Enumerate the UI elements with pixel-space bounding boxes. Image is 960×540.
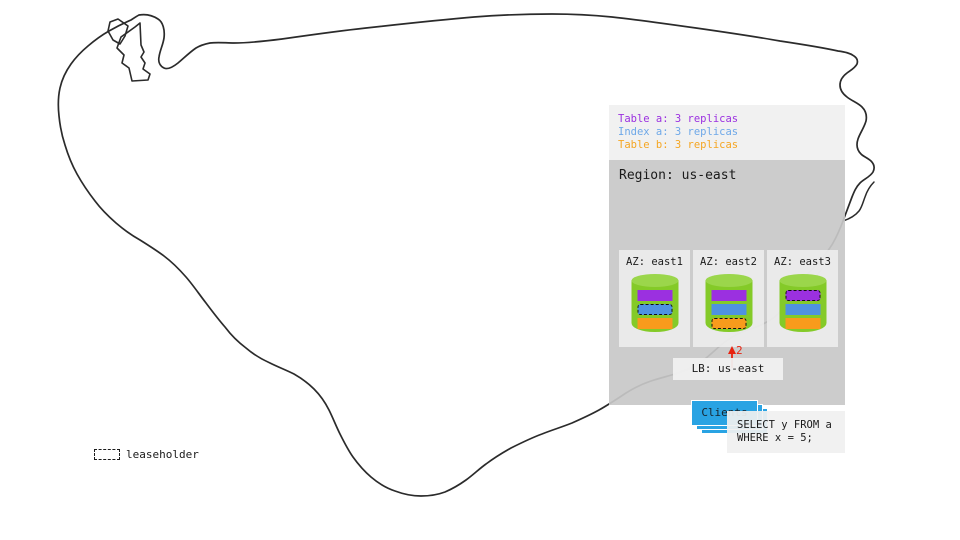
cylinder-top-ellipse [705, 273, 752, 287]
cylinder-top-ellipse [779, 273, 826, 287]
region-title: Region: us-east [619, 167, 737, 183]
database-cylinder-east1 [631, 273, 678, 336]
replica-band-table-b [637, 317, 672, 329]
replica-band-table-a [637, 289, 672, 301]
replica-band-table-a-leaseholder [785, 289, 820, 301]
replica-band-table-b [785, 317, 820, 329]
az-label: AZ: east3 [774, 255, 831, 268]
leaseholder-swatch-icon [94, 449, 120, 460]
replica-bands [785, 289, 820, 329]
replica-band-index-a-leaseholder [637, 303, 672, 315]
az-label: AZ: east1 [626, 255, 683, 268]
network-hop-count: 2 [736, 343, 743, 357]
replica-legend-line: Table b: 3 replicas [618, 139, 739, 152]
sql-query-line-2: WHERE x = 5; [737, 432, 813, 444]
replica-legend-line: Table a: 3 replicas [618, 113, 739, 125]
replica-legend: Table a: 3 replicas Index a: 3 replicas … [609, 105, 845, 160]
replica-band-index-a [711, 303, 746, 315]
az-box-east2[interactable]: AZ: east2 [693, 249, 764, 347]
replica-legend-line: Index a: 3 replicas [618, 126, 739, 139]
database-cylinder-east3 [779, 273, 826, 336]
replica-bands [711, 289, 746, 329]
load-balancer-box[interactable]: LB: us-east [673, 357, 783, 380]
sql-query-line-1: SELECT y FROM a [737, 419, 832, 431]
sql-query-box: SELECT y FROM a WHERE x = 5; [727, 411, 845, 453]
availability-zone-row: AZ: east1 AZ: east2 [619, 249, 838, 347]
az-label: AZ: east2 [700, 255, 757, 268]
replica-band-table-a [711, 289, 746, 301]
az-box-east1[interactable]: AZ: east1 [619, 249, 690, 347]
leaseholder-legend: leaseholder [94, 448, 199, 461]
az-box-east3[interactable]: AZ: east3 [767, 249, 838, 347]
database-cylinder-east2 [705, 273, 752, 336]
region-body: Region: us-east AZ: east1 AZ: east2 [609, 159, 845, 434]
leaseholder-legend-label: leaseholder [126, 448, 199, 461]
replica-band-index-a [785, 303, 820, 315]
replica-bands [637, 289, 672, 329]
replica-band-table-b-leaseholder [711, 317, 746, 329]
region-overlay-panel: Table a: 3 replicas Index a: 3 replicas … [609, 105, 845, 434]
cylinder-top-ellipse [631, 273, 678, 287]
